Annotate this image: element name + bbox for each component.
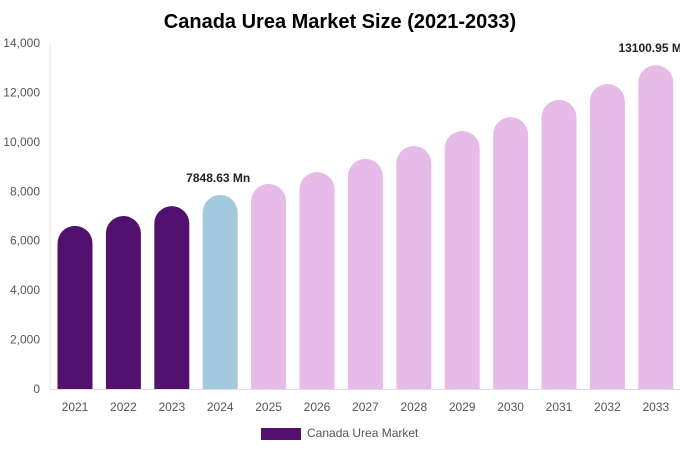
bar-2033[interactable] [638,65,674,390]
legend-swatch [261,428,301,440]
x-tick-label: 2033 [642,400,669,414]
x-tick-label: 2027 [352,400,379,414]
bar-2030[interactable] [493,117,529,389]
y-tick-label: 14,000 [3,36,40,50]
data-label: 7848.63 Mn [186,171,250,185]
bar-2024[interactable] [202,195,238,389]
y-tick-label: 0 [33,382,40,396]
bar-2029[interactable] [444,130,480,390]
data-label: 13100.95 Mn [618,41,680,55]
legend-label[interactable]: Canada Urea Market [307,426,419,440]
y-tick-label: 10,000 [3,135,40,149]
bar-2025[interactable] [251,183,287,389]
x-tick-label: 2022 [110,400,137,414]
x-tick-label: 2028 [400,400,427,414]
bar-2028[interactable] [396,146,432,389]
x-tick-label: 2032 [594,400,621,414]
x-tick-label: 2030 [497,400,524,414]
bar-2026[interactable] [299,172,335,389]
y-tick-label: 2,000 [10,333,40,347]
bar-2021[interactable] [57,225,93,389]
x-tick-label: 2023 [158,400,185,414]
x-tick-label: 2026 [304,400,331,414]
y-tick-label: 8,000 [10,184,40,198]
y-tick-label: 4,000 [10,283,40,297]
x-tick-label: 2024 [207,400,234,414]
bar-2031[interactable] [541,99,577,390]
x-tick-label: 2029 [449,400,476,414]
y-tick-label: 6,000 [10,234,40,248]
bar-2027[interactable] [347,158,383,389]
bar-2023[interactable] [154,206,190,389]
x-tick-label: 2021 [62,400,89,414]
chart-title: Canada Urea Market Size (2021-2033) [164,11,516,33]
x-tick-label: 2031 [546,400,573,414]
y-tick-label: 12,000 [3,85,40,99]
x-tick-label: 2025 [255,400,282,414]
bar-2022[interactable] [105,216,141,389]
bar-2032[interactable] [589,84,625,390]
